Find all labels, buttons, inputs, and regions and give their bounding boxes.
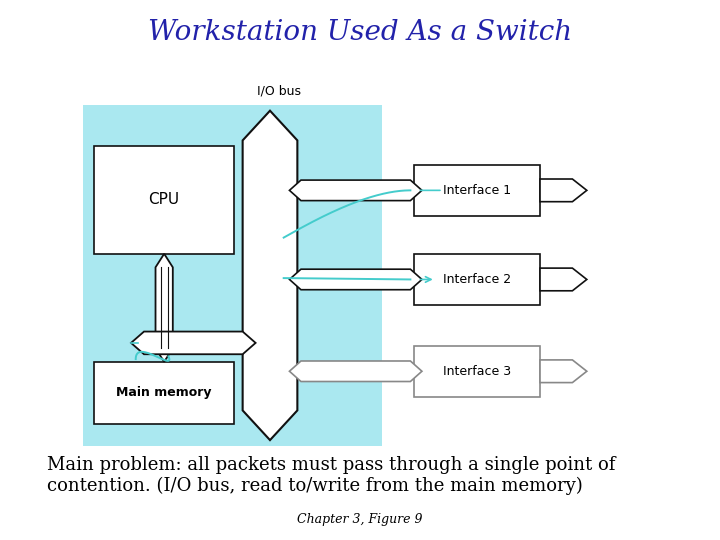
Polygon shape bbox=[289, 361, 422, 381]
Text: I/O bus: I/O bus bbox=[256, 84, 301, 97]
Text: Interface 3: Interface 3 bbox=[443, 364, 511, 378]
Bar bbox=[94, 362, 234, 424]
Text: Interface 1: Interface 1 bbox=[443, 184, 511, 197]
Polygon shape bbox=[540, 268, 587, 291]
Text: Interface 2: Interface 2 bbox=[443, 273, 511, 286]
Bar bbox=[83, 105, 382, 445]
Polygon shape bbox=[289, 180, 422, 201]
Text: CPU: CPU bbox=[148, 192, 179, 207]
Polygon shape bbox=[540, 360, 587, 382]
Bar bbox=[414, 346, 540, 397]
Text: Workstation Used As a Switch: Workstation Used As a Switch bbox=[148, 19, 572, 46]
Polygon shape bbox=[243, 111, 297, 440]
Polygon shape bbox=[540, 179, 587, 202]
Text: Chapter 3, Figure 9: Chapter 3, Figure 9 bbox=[297, 514, 423, 526]
Text: Main memory: Main memory bbox=[116, 386, 212, 400]
Polygon shape bbox=[156, 254, 173, 362]
Text: Main problem: all packets must pass through a single point of
contention. (I/O b: Main problem: all packets must pass thro… bbox=[47, 456, 615, 495]
Bar bbox=[94, 146, 234, 254]
Bar bbox=[414, 165, 540, 216]
Polygon shape bbox=[289, 269, 422, 289]
Polygon shape bbox=[131, 332, 256, 354]
Bar bbox=[414, 254, 540, 305]
